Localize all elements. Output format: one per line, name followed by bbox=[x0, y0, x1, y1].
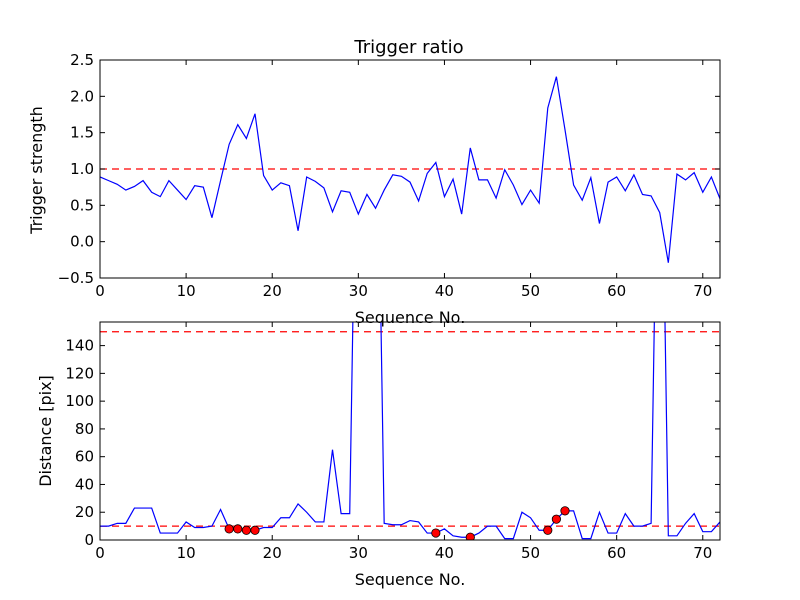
x-tick-label: 40 bbox=[435, 282, 454, 300]
x-tick-label: 20 bbox=[263, 544, 282, 562]
marker-point-8 bbox=[560, 506, 570, 516]
x-tick-label: 70 bbox=[693, 282, 712, 300]
bottom-y-axis-label: Distance [pix] bbox=[36, 375, 55, 487]
y-tick-label: 0.5 bbox=[70, 196, 94, 214]
y-tick-label: 60 bbox=[75, 448, 94, 466]
axes-frame bbox=[99, 59, 721, 279]
y-tick-label: 140 bbox=[65, 337, 94, 355]
y-tick-label: 80 bbox=[75, 420, 94, 438]
top-plot: 0 10 20 30 40 50 60 70 −0.5 0.0 0.5 1.0 1.5 2.0 2.5 bbox=[58, 51, 721, 300]
y-tick-label: 20 bbox=[75, 503, 94, 521]
bottom-x-axis-label: Sequence No. bbox=[355, 570, 466, 589]
y-tick-label: 100 bbox=[65, 392, 94, 410]
x-tick-label: 60 bbox=[607, 544, 626, 562]
x-tick-label: 30 bbox=[349, 544, 368, 562]
plot-area bbox=[100, 322, 720, 540]
axes-frame bbox=[99, 321, 721, 541]
x-tick-label: 10 bbox=[177, 544, 196, 562]
series-line-0 bbox=[100, 322, 720, 540]
y-tick-label: 120 bbox=[65, 364, 94, 382]
y-tick-label: 0 bbox=[84, 531, 94, 549]
y-tick-label: 1.5 bbox=[70, 124, 94, 142]
x-tick-label: 50 bbox=[521, 544, 540, 562]
x-tick-label: 10 bbox=[177, 282, 196, 300]
marker-point-5 bbox=[465, 532, 475, 540]
series-line-0 bbox=[100, 76, 720, 263]
x-tick-label: 20 bbox=[263, 282, 282, 300]
x-tick-label: 50 bbox=[521, 282, 540, 300]
x-tick-label: 70 bbox=[693, 544, 712, 562]
marker-point-2 bbox=[241, 525, 251, 535]
bottom-plot: 0 10 20 30 40 50 60 70 0 20 40 60 80 100 120 140 bbox=[65, 321, 721, 562]
y-tick-label: 1.0 bbox=[70, 160, 94, 178]
top-x-axis-label: Sequence No. bbox=[355, 308, 466, 327]
x-tick-label: 0 bbox=[95, 282, 105, 300]
y-tick-label: 2.5 bbox=[70, 51, 94, 69]
x-tick-label: 40 bbox=[435, 544, 454, 562]
top-y-axis-label: Trigger strength bbox=[27, 106, 46, 235]
y-tick-label: 2.0 bbox=[70, 87, 94, 105]
y-tick-label: 0.0 bbox=[70, 233, 94, 251]
marker-point-0 bbox=[224, 524, 234, 534]
y-tick-label: −0.5 bbox=[58, 269, 94, 287]
marker-point-7 bbox=[551, 514, 561, 524]
x-tick-label: 30 bbox=[349, 282, 368, 300]
marker-point-3 bbox=[250, 525, 260, 535]
x-tick-label: 60 bbox=[607, 282, 626, 300]
y-tick-label: 40 bbox=[75, 475, 94, 493]
marker-point-4 bbox=[431, 528, 441, 538]
x-tick-label: 0 bbox=[95, 544, 105, 562]
chart-title: Trigger ratio bbox=[353, 37, 463, 58]
marker-point-6 bbox=[543, 525, 553, 535]
marker-point-1 bbox=[233, 524, 243, 534]
plot-area bbox=[100, 76, 720, 263]
